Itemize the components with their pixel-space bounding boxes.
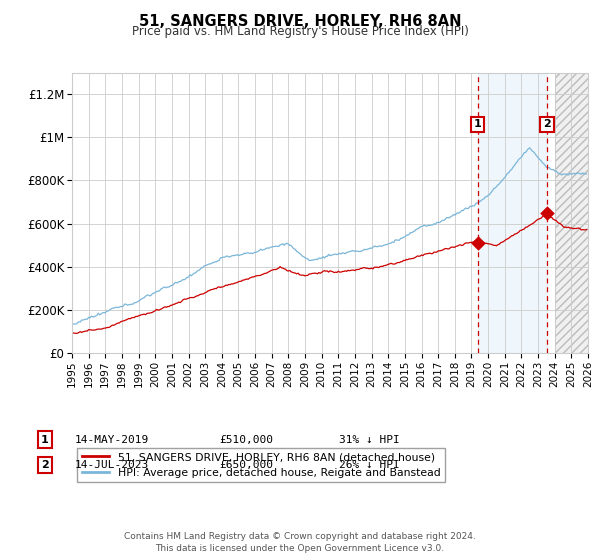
Text: 1: 1 bbox=[474, 119, 482, 129]
Point bbox=[542, 208, 552, 217]
Legend: 51, SANGERS DRIVE, HORLEY, RH6 8AN (detached house), HPI: Average price, detache: 51, SANGERS DRIVE, HORLEY, RH6 8AN (deta… bbox=[77, 448, 445, 482]
Text: 1: 1 bbox=[41, 435, 49, 445]
Text: £510,000: £510,000 bbox=[219, 435, 273, 445]
Text: 31% ↓ HPI: 31% ↓ HPI bbox=[339, 435, 400, 445]
Text: 14-MAY-2019: 14-MAY-2019 bbox=[75, 435, 149, 445]
Text: 51, SANGERS DRIVE, HORLEY, RH6 8AN: 51, SANGERS DRIVE, HORLEY, RH6 8AN bbox=[139, 14, 461, 29]
Text: 26% ↓ HPI: 26% ↓ HPI bbox=[339, 460, 400, 470]
Bar bbox=[478, 73, 547, 353]
Text: £650,000: £650,000 bbox=[219, 460, 273, 470]
Point bbox=[473, 239, 482, 248]
Text: Price paid vs. HM Land Registry's House Price Index (HPI): Price paid vs. HM Land Registry's House … bbox=[131, 25, 469, 38]
Text: Contains HM Land Registry data © Crown copyright and database right 2024.
This d: Contains HM Land Registry data © Crown c… bbox=[124, 532, 476, 553]
Text: 14-JUL-2023: 14-JUL-2023 bbox=[75, 460, 149, 470]
Bar bbox=[555, 73, 588, 353]
Text: 2: 2 bbox=[543, 119, 551, 129]
Text: 2: 2 bbox=[41, 460, 49, 470]
